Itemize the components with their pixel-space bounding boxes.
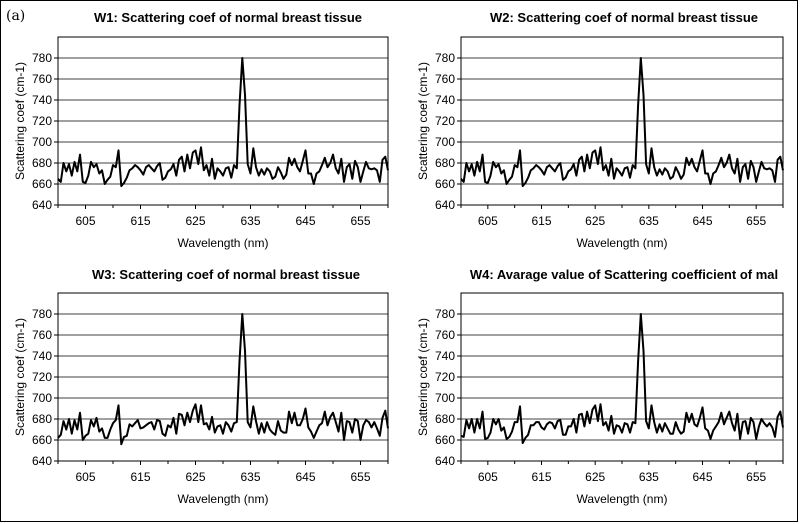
x-tick-label: 605 [75, 470, 95, 484]
y-tick-label: 700 [32, 135, 52, 149]
y-tick-label: 780 [32, 307, 52, 321]
chart-title: W3: Scattering coef of normal breast tis… [92, 267, 360, 282]
series-line [460, 57, 784, 188]
y-tick-label: 720 [32, 370, 52, 384]
x-tick-label: 645 [295, 470, 315, 484]
panel-label: (a) [6, 8, 26, 24]
x-tick-label: 605 [478, 470, 498, 484]
x-axis-label: Wavelength (nm) [577, 492, 668, 506]
y-tick-label: 740 [32, 93, 52, 107]
x-tick-label: 625 [585, 214, 605, 228]
x-tick-label: 625 [585, 470, 605, 484]
y-tick-label: 660 [435, 177, 455, 191]
y-tick-label: 740 [435, 93, 455, 107]
y-tick-label: 700 [435, 391, 455, 405]
y-tick-label: 660 [32, 433, 52, 447]
y-tick-label: 780 [32, 51, 52, 65]
series-line [460, 313, 784, 445]
x-tick-label: 635 [639, 214, 659, 228]
x-tick-label: 615 [531, 214, 551, 228]
x-tick-label: 615 [130, 470, 150, 484]
y-tick-label: 760 [32, 328, 52, 342]
y-tick-label: 640 [32, 454, 52, 468]
x-tick-label: 635 [240, 214, 260, 228]
x-axis-label: Wavelength (nm) [577, 236, 668, 250]
x-tick-label: 655 [350, 470, 370, 484]
y-tick-label: 660 [435, 433, 455, 447]
y-tick-label: 720 [32, 114, 52, 128]
y-tick-label: 780 [435, 51, 455, 65]
y-tick-label: 740 [32, 349, 52, 363]
chart-2: W2: Scattering coef of normal breast tis… [416, 10, 784, 250]
y-tick-label: 760 [435, 328, 455, 342]
x-tick-label: 635 [240, 470, 260, 484]
y-tick-label: 680 [435, 156, 455, 170]
y-tick-label: 640 [435, 454, 455, 468]
x-tick-label: 625 [185, 214, 205, 228]
y-axis-label: Scattering coef (cm-1) [13, 318, 27, 436]
y-tick-label: 720 [435, 114, 455, 128]
y-tick-label: 660 [32, 177, 52, 191]
chart-4: W4: Avarage value of Scattering coeffici… [416, 267, 784, 506]
series-line [57, 57, 389, 188]
y-axis-label: Scattering coef (cm-1) [416, 318, 430, 436]
x-tick-label: 655 [746, 214, 766, 228]
chart-3: W3: Scattering coef of normal breast tis… [13, 267, 389, 506]
x-tick-label: 655 [746, 470, 766, 484]
y-axis-label: Scattering coef (cm-1) [13, 62, 27, 180]
series-line [57, 313, 389, 446]
x-tick-label: 605 [75, 214, 95, 228]
y-tick-label: 760 [32, 72, 52, 86]
y-tick-label: 640 [435, 198, 455, 212]
y-tick-label: 780 [435, 307, 455, 321]
x-tick-label: 645 [692, 214, 712, 228]
y-tick-label: 700 [435, 135, 455, 149]
y-tick-label: 700 [32, 391, 52, 405]
x-tick-label: 615 [130, 214, 150, 228]
y-tick-label: 640 [32, 198, 52, 212]
y-tick-label: 680 [435, 412, 455, 426]
x-tick-label: 645 [295, 214, 315, 228]
chart-title: W2: Scattering coef of normal breast tis… [490, 10, 758, 25]
x-tick-label: 605 [478, 214, 498, 228]
chart-title: W1: Scattering coef of normal breast tis… [94, 10, 362, 25]
chart-1: W1: Scattering coef of normal breast tis… [13, 10, 389, 250]
x-tick-label: 655 [350, 214, 370, 228]
x-tick-label: 625 [185, 470, 205, 484]
x-axis-label: Wavelength (nm) [178, 236, 269, 250]
y-tick-label: 680 [32, 156, 52, 170]
y-tick-label: 680 [32, 412, 52, 426]
x-tick-label: 645 [692, 470, 712, 484]
y-axis-label: Scattering coef (cm-1) [416, 62, 430, 180]
y-tick-label: 740 [435, 349, 455, 363]
x-tick-label: 635 [639, 470, 659, 484]
y-tick-label: 720 [435, 370, 455, 384]
x-axis-label: Wavelength (nm) [178, 492, 269, 506]
chart-title: W4: Avarage value of Scattering coeffici… [470, 267, 778, 282]
y-tick-label: 760 [435, 72, 455, 86]
x-tick-label: 615 [531, 470, 551, 484]
